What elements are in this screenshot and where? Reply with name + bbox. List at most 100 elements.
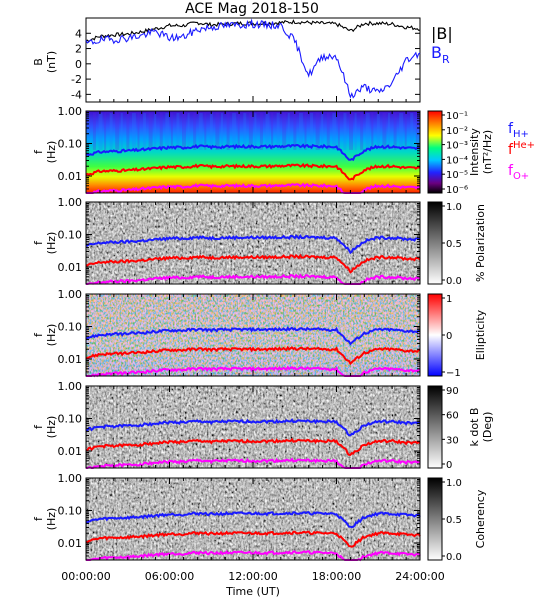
f-he-line: [85, 253, 421, 274]
intensity-streak: [248, 113, 253, 150]
gyro-legend: fH+ fHe+ fO+: [508, 121, 535, 182]
colorbar-label-top: Intensity: [468, 128, 481, 176]
f-he-line: [85, 345, 421, 366]
intensity-streak: [310, 113, 314, 150]
legend-f-h-sub: H+: [513, 129, 529, 140]
colorbar-tick-label: 0: [446, 331, 452, 342]
spectral-panels: 1.000.100.01f (Hz)10⁻¹10⁻²10⁻³10⁻⁴10⁻⁵10⁻…: [32, 105, 494, 563]
intensity-streak: [365, 113, 370, 150]
legend-f-h: fH+: [508, 121, 529, 140]
y-tick-label: 0.01: [58, 353, 83, 366]
ellipticity-speckle: [86, 294, 420, 376]
panel-coherency: 1.00 0.10 0.01 f (Hz) 1.0 0.5 0.0 Coherency: [32, 472, 487, 563]
intensity-streak: [170, 113, 173, 150]
colorbar-tick-label: 10⁻⁶: [446, 185, 468, 196]
y-tick-label: 0.10: [58, 321, 83, 334]
intensity-streak: [126, 113, 130, 150]
y-tick-label: 0.01: [58, 445, 83, 458]
colorbar-tick-label: 1.0: [446, 478, 462, 489]
colorbar-label-top: k dot B: [468, 408, 481, 447]
panel-polarization: 1.00 0.10 0.01 f (Hz) 1.0 0.5 0.0 % Polarization: [32, 196, 487, 287]
intensity-streak: [415, 113, 420, 150]
y-tick-label: 1.00: [58, 196, 83, 209]
colorbar-tick-label: 0.5: [446, 515, 462, 526]
f-h-line: [85, 510, 421, 529]
y-tick-label: 1.00: [58, 105, 83, 118]
intensity-streak: [360, 113, 364, 150]
intensity-streak: [382, 113, 387, 150]
y-label-bottom: (Hz): [45, 324, 58, 347]
intensity-streak: [271, 113, 274, 150]
intensity-streak: [276, 113, 280, 150]
y-label-bottom: (Hz): [45, 232, 58, 255]
intensity-streak: [232, 113, 237, 150]
intensity-streak: [371, 113, 374, 150]
intensity-streak: [137, 113, 140, 150]
colorbar-tick-label: 0.5: [446, 239, 462, 250]
panel-ellipticity: 1.00 0.10 0.01 f (Hz) 1 0 −1 Ellipticity: [32, 288, 487, 379]
intensity-streak: [237, 113, 240, 150]
b-field-y-ticks: 4 2 0 -2 -4: [71, 27, 420, 101]
intensity-streak: [209, 113, 213, 150]
b-r-series-line: [85, 18, 421, 99]
intensity-streak: [337, 113, 340, 150]
colorbar-tick-label: 30: [446, 435, 459, 446]
intensity-streak: [315, 113, 320, 150]
intensity-streak: [349, 113, 354, 150]
intensity-streak: [259, 113, 263, 150]
legend-f-o-sub: O+: [513, 171, 529, 182]
colorbar-tick-label: 90: [446, 386, 459, 397]
x-tick-label-1: 06:00:00: [145, 570, 194, 583]
intensity-streak: [376, 113, 380, 150]
y-tick-label: 0.01: [58, 170, 83, 183]
colorbar-label-bottom: (nT²/Hz): [481, 130, 494, 174]
intensity-streak: [404, 113, 407, 150]
intensity-streak: [204, 113, 207, 150]
intensity-streak: [120, 113, 123, 150]
y-label-top: f: [32, 240, 45, 245]
intensity-streak: [254, 113, 257, 150]
colorbar-tick-label: 1.0: [446, 202, 462, 213]
intensity-streak: [131, 113, 136, 150]
colorbar-tick-label: 10⁻³: [446, 141, 468, 152]
legend-b-r-sub: R: [442, 53, 450, 66]
x-tick-label-4: 24:00:00: [395, 570, 444, 583]
coherency-heatmap: [86, 478, 420, 560]
intensity-streak: [304, 113, 307, 150]
intensity-streak: [187, 113, 190, 150]
y-tick-label: 0.10: [58, 138, 83, 151]
k-dot-b-colorbar: [427, 385, 443, 469]
intensity-streak: [193, 113, 197, 150]
y-tick-label: 1.00: [58, 472, 83, 485]
y-tick-label: 0.01: [58, 261, 83, 274]
colorbar-tick-label: 10⁻¹: [446, 111, 468, 122]
panel-intensity: 1.00 0.10 0.01 f (Hz) 10⁻¹ 10⁻² 10⁻³ 10⁻⁴ 10⁻⁵ 10⁻…: [32, 105, 494, 196]
f-he-line: [85, 530, 421, 548]
y-label-top: f: [32, 424, 45, 429]
colorbar-label-bottom: (Deg): [481, 412, 494, 443]
b-field-y-tick-label: 0: [75, 58, 82, 71]
intensity-streak: [243, 113, 247, 150]
f-he-line: [85, 162, 421, 181]
intensity-streak: [182, 113, 187, 150]
intensity-streak: [198, 113, 203, 150]
colorbar-tick-label: 60: [446, 411, 459, 422]
f-h-line: [86, 418, 421, 437]
intensity-streak: [343, 113, 347, 150]
f-o-line: [86, 365, 420, 378]
intensity-streak: [159, 113, 163, 150]
y-label-top: f: [32, 332, 45, 337]
panel-b-field-frame: [85, 17, 421, 103]
panel-k-dot-b: 1.00 0.10 0.01 f (Hz) 90 60 30 0 k dot B (Deg): [32, 380, 494, 471]
b-field-y-tick-label: -4: [71, 88, 82, 101]
colorbar-label: Coherency: [474, 489, 487, 548]
intensity-streak: [387, 113, 390, 150]
legend-b-r: BR: [431, 43, 450, 66]
panel-b-field: 420-2-4 B (nT) |B| BR: [32, 17, 453, 103]
intensity-streak: [220, 113, 223, 150]
x-tick-labels: 00:00:00 06:00:00 12:00:00 18:00:00 24:0…: [61, 570, 444, 583]
f-h-line: [85, 143, 421, 162]
legend-f-he: fHe+: [508, 140, 535, 158]
